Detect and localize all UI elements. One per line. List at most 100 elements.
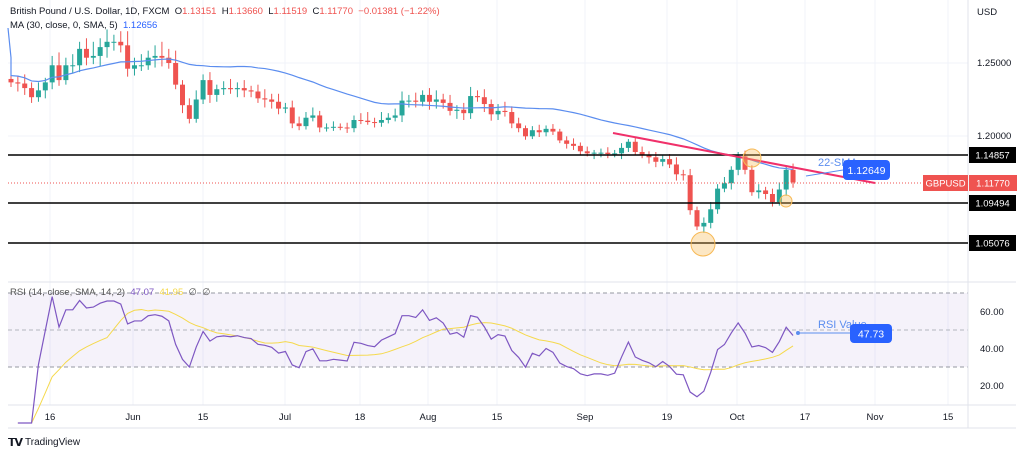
candle-body [667,159,673,165]
level-badge [969,235,1016,251]
candle-body [433,99,439,102]
rsi-legend-extra: ∅ [202,287,211,298]
price-tick: 1.25000 [977,58,1011,69]
sma-callout-line [805,169,844,177]
tradingview-logo-icon: 𝗧𝗩 [8,437,23,449]
candle-body [351,120,357,129]
highlight-circle[interactable] [779,194,793,208]
candle-body [420,94,426,102]
candle-body [474,96,480,98]
candle-body [557,131,563,141]
candle-body [632,141,638,152]
rsi-value-badge [850,324,892,343]
candle-body [523,128,528,137]
candle-body [145,57,151,66]
candle-body [673,164,679,175]
ma-legend[interactable]: MA (30, close, 0, SMA, 5) 1.12656 [10,20,157,31]
candle-body [166,57,172,63]
candle-body [378,120,384,123]
candle-body [680,174,686,176]
candle-body [728,169,734,184]
candle-body [701,222,707,227]
candle-body [29,88,35,98]
rsi-tick: 60.00 [980,307,1004,318]
support-resistance-levels [8,154,968,244]
candle-body [35,90,41,98]
time-tick: 16 [45,412,56,423]
candle-body [385,117,391,120]
sma-value-text: 1.12649 [848,165,886,177]
candle-body [276,101,282,109]
candle-body [708,209,714,223]
candle-body [97,47,103,56]
symbol-legend[interactable]: British Pound / U.S. Dollar, 1D, FXCM O1… [10,6,440,17]
candle-body [49,65,55,83]
time-axis: 16 Jun 15 Jul 18 Aug 15 Sep 19 Oct 17 Nov 15 [45,412,954,423]
candle-body [56,65,62,81]
time-tick: Nov [867,412,884,423]
candle-body [159,55,165,58]
rsi-legend-extra: ∅ [188,287,197,298]
candle-body [536,130,542,133]
candle-body [125,45,131,69]
candle-body [131,65,137,69]
candle-body [461,109,467,114]
candle-body [488,104,494,115]
time-tick: 19 [662,412,673,423]
time-tick: Sep [577,412,594,423]
ma-legend-label: MA (30, close, 0, SMA, 5) [10,20,118,31]
candle-body [241,88,247,91]
price-tick: 1.20000 [977,131,1011,142]
candle-body [543,128,549,133]
trend-line[interactable] [612,132,876,184]
candle-body [612,153,618,155]
candle-body [687,175,693,211]
candle-body [234,88,240,90]
candle-body [111,41,117,43]
highlight-circle[interactable] [690,231,716,257]
rsi-tick: 20.00 [980,381,1004,392]
time-tick: Jul [279,412,291,423]
open-value: 1.13151 [182,6,217,17]
close-value: 1.11770 [319,6,353,17]
highlight-circle[interactable] [742,148,762,168]
candle-body [173,63,179,85]
candle-body [468,96,474,114]
candle-body [310,115,316,118]
candle-body [564,140,570,144]
candle-body [8,78,14,83]
candle-body [715,188,721,210]
candle-body [118,41,124,46]
candle-body [756,190,762,193]
candle-body [481,97,487,105]
candle-body [584,151,590,154]
rsi-legend[interactable]: RSI (14, close, SMA, 14, 2) 47.07 41.95 … [10,287,210,298]
time-tick: 18 [355,412,366,423]
candle-body [660,159,666,162]
candle-body [324,127,330,129]
rsi-sma-legend-value: 41.95 [159,287,184,298]
candle-body [577,145,583,152]
tradingview-logo[interactable]: 𝗧𝗩 TradingView [8,436,80,449]
candle-body [42,82,48,91]
candle-body [372,122,378,124]
candle-body [330,126,336,128]
candle-body [440,99,446,103]
symbol-badge [923,175,968,191]
rsi-value-text: 47.73 [858,329,884,341]
rsi-tick: 40.00 [980,344,1004,355]
candle-body [502,110,508,113]
candle-body [296,123,302,127]
candle-body [90,55,96,58]
candle-body [200,80,206,100]
time-tick: Aug [420,412,437,423]
candle-body [495,110,501,115]
open-label: O [174,6,183,17]
rsi-callout-dot [796,331,800,335]
candle-body [63,65,69,81]
level-badge [969,195,1016,211]
level-badge [969,147,1016,163]
candle-body [735,156,741,170]
candle-body [406,100,412,102]
